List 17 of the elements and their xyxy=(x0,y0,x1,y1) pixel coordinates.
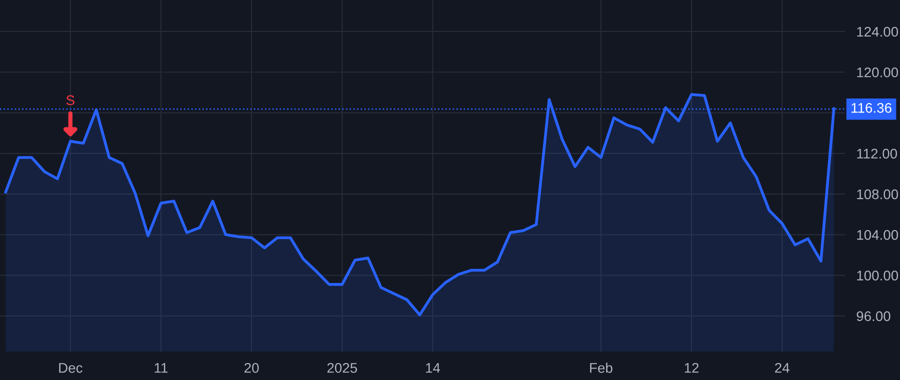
y-tick-label: 104.00 xyxy=(857,230,898,240)
y-tick-label: 112.00 xyxy=(857,148,898,159)
y-tick-label: 120.00 xyxy=(857,67,898,78)
x-tick-label: 12 xyxy=(684,362,699,373)
annotation: S xyxy=(66,95,74,106)
x-tick-label: 2025 xyxy=(327,362,358,373)
y-tick-label: 100.00 xyxy=(857,270,898,280)
x-tick-label: Dec xyxy=(59,363,82,373)
x-tick-label: 11 xyxy=(154,363,168,373)
y-tick-label: 96.00 xyxy=(856,311,890,322)
x-tick-label: 14 xyxy=(426,363,440,373)
x-tick-label: Feb xyxy=(590,362,612,373)
y-tick-label: 124.00 xyxy=(857,26,898,37)
y-tick-label: 108.00 xyxy=(857,189,898,200)
ref-line-label: 116.36 xyxy=(852,103,892,113)
x-tick-label: 20 xyxy=(244,362,259,373)
x-tick-label: 24 xyxy=(775,362,790,373)
